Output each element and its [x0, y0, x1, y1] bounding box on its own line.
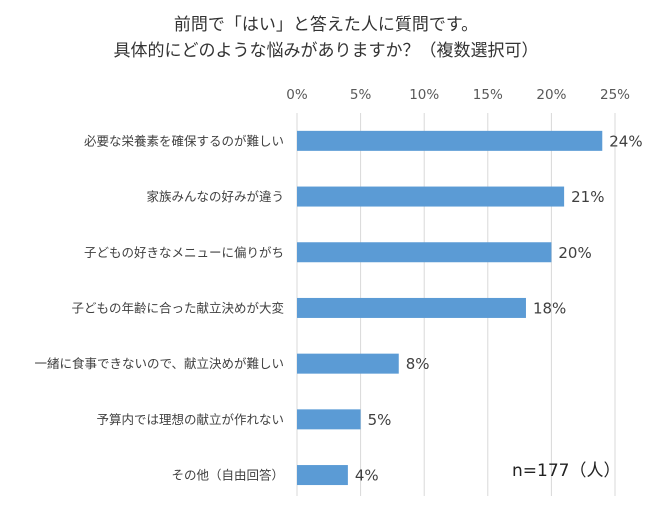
chart-title-line-2: 具体的にどのような悩みがありますか？（複数選択可） [114, 41, 539, 61]
category-label: その他（自由回答） [171, 468, 284, 483]
category-label: 子どもの好きなメニューに偏りがち [84, 245, 284, 260]
bars [297, 130, 603, 486]
bar [297, 186, 565, 207]
chart-title-line-1: 前問で「はい」と答えた人に質問です。 [174, 15, 478, 35]
x-tick-label: 15% [473, 87, 503, 103]
x-tick-label: 5% [350, 87, 372, 103]
data-label: 5% [368, 411, 392, 429]
x-tick-label: 25% [600, 87, 630, 103]
data-label: 21% [571, 188, 604, 206]
x-tick-label: 0% [286, 87, 308, 103]
data-label: 8% [406, 355, 430, 373]
bar [297, 242, 552, 263]
bar [297, 409, 361, 430]
bar [297, 353, 399, 374]
category-label: 一緒に食事できないので、献立決めが難しい [34, 356, 284, 371]
x-axis-tick-labels: 0% 5% 10% 15% 20% 25% [286, 87, 630, 103]
data-labels: 24% 21% 20% 18% 8% 5% 4% [355, 132, 643, 484]
bar [297, 297, 526, 318]
category-label: 必要な栄養素を確保するのが難しい [84, 133, 284, 148]
bar [297, 465, 348, 486]
category-label: 予算内では理想の献立が作れない [96, 412, 284, 427]
data-label: 20% [558, 244, 591, 262]
data-label: 24% [609, 132, 642, 150]
data-label: 4% [355, 467, 379, 485]
x-tick-label: 10% [409, 87, 439, 103]
category-label: 家族みんなの好みが違う [146, 189, 284, 204]
category-labels: 必要な栄養素を確保するのが難しい家族みんなの好みが違う子どもの好きなメニューに偏… [34, 133, 284, 482]
data-label: 18% [533, 299, 566, 317]
sample-size-note: n=177（人） [512, 461, 620, 481]
x-tick-label: 20% [536, 87, 566, 103]
bar [297, 130, 603, 151]
category-label: 子どもの年齢に合った献立決めが大変 [71, 300, 284, 315]
